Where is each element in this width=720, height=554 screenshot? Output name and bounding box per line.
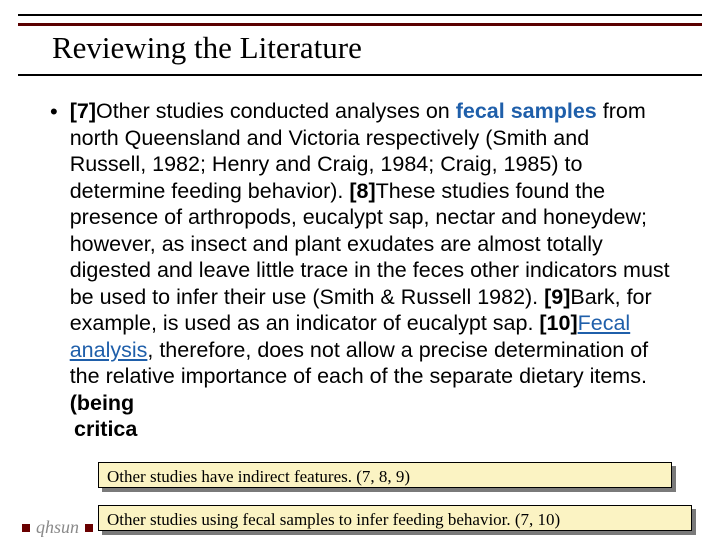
signature-text: qhsun xyxy=(36,517,79,538)
critica-fragment: critica xyxy=(74,417,670,442)
bullet-glyph: • xyxy=(50,98,58,125)
decorative-square-icon xyxy=(85,524,93,532)
fecal-samples-term: fecal samples xyxy=(456,99,597,123)
ref-7: [7] xyxy=(70,99,96,123)
ref-10: [10] xyxy=(539,311,577,335)
ref-9: [9] xyxy=(544,285,570,309)
decorative-square-icon xyxy=(22,524,30,532)
annotation-note-1: Other studies have indirect features. (7… xyxy=(98,462,672,488)
accent-bar xyxy=(18,14,702,26)
text-seg5: , therefore, does not allow a precise de… xyxy=(70,338,648,389)
footer-signature: qhsun xyxy=(22,517,93,538)
bullet-item: • [7]Other studies conducted analyses on… xyxy=(50,98,670,416)
title-container: Reviewing the Literature xyxy=(18,26,702,76)
ref-8: [8] xyxy=(349,179,375,203)
annotation-note-2: Other studies using fecal samples to inf… xyxy=(98,505,692,531)
content-area: • [7]Other studies conducted analyses on… xyxy=(0,76,720,442)
body-text: [7]Other studies conducted analyses on f… xyxy=(70,98,670,416)
slide-title: Reviewing the Literature xyxy=(52,30,668,66)
text-seg1: Other studies conducted analyses on xyxy=(96,99,456,123)
being-fragment: (being xyxy=(70,391,135,415)
